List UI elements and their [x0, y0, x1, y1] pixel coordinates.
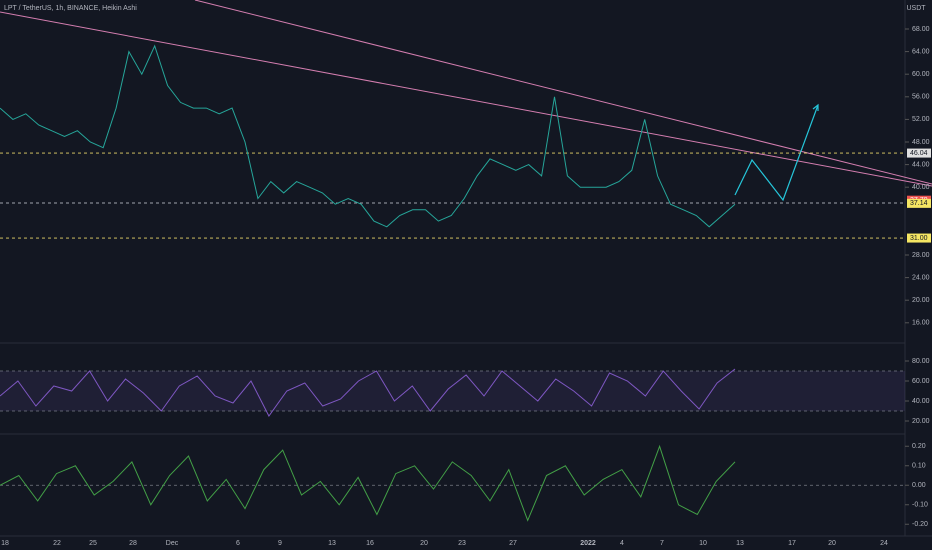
price-tag-label: 46.04: [910, 150, 928, 157]
x-tick-label: 9: [278, 540, 282, 547]
x-tick-label: Dec: [166, 540, 179, 547]
y-tick-label: 56.00: [912, 94, 930, 101]
projection: [734, 104, 819, 202]
y-tick-label: 68.00: [912, 26, 930, 33]
y-tick-label: 60.00: [912, 378, 930, 385]
series-line: [0, 368, 736, 417]
y-tick-label: -0.20: [912, 521, 928, 528]
x-tick-label: 20: [420, 540, 428, 547]
y-tick-label: 16.00: [912, 320, 930, 327]
x-tick-label: 6: [236, 540, 240, 547]
y-tick-label: 48.00: [912, 139, 930, 146]
x-tick-label: 18: [1, 540, 9, 547]
price-tag-label: 31.00: [910, 235, 928, 242]
y-tick-label: 80.00: [912, 358, 930, 365]
y-tick-label: 40.00: [912, 184, 930, 191]
x-tick-label: 24: [880, 540, 888, 547]
projection-arrow: [812, 103, 819, 111]
price-tag-label: 37.14: [910, 200, 928, 207]
currency: USDT: [906, 5, 926, 12]
y-tick-label: -0.10: [912, 502, 928, 509]
x-tick-label: 2022: [580, 540, 596, 547]
x-tick-label: 23: [458, 540, 466, 547]
price-tag: [907, 148, 931, 158]
y-tick-label: 40.00: [912, 398, 930, 405]
series-line: [0, 44, 736, 228]
x-tick-label: 10: [699, 540, 707, 547]
y-tick-label: 0.20: [912, 443, 926, 450]
rsi-band: [0, 371, 905, 411]
series-line: [0, 444, 736, 522]
y-tick-label: 44.00: [912, 161, 930, 168]
x-tick-label: 16: [366, 540, 374, 547]
trendline: [194, 0, 932, 185]
x-tick-label: 22: [53, 540, 61, 547]
y-tick-label: 0.10: [912, 463, 926, 470]
y-tick-label: 28.00: [912, 252, 930, 259]
x-tick-label: 25: [89, 540, 97, 547]
y-tick-label: 64.00: [912, 48, 930, 55]
y-tick-label: 20.00: [912, 418, 930, 425]
y-tick-label: 0.00: [912, 482, 926, 489]
x-tick-label: 13: [736, 540, 744, 547]
y-tick-label: 20.00: [912, 297, 930, 304]
price-tag: [907, 198, 931, 208]
x-tick-label: 4: [620, 540, 624, 547]
x-tick-label: 20: [828, 540, 836, 547]
trendline: [0, 11, 932, 187]
x-tick-label: 7: [660, 540, 664, 547]
y-tick-label: 60.00: [912, 71, 930, 78]
y-tick-label: 24.00: [912, 274, 930, 281]
x-tick-label: 27: [509, 540, 517, 547]
title: LPT / TetherUS, 1h, BINANCE, Heikin Ashi: [4, 5, 137, 12]
x-tick-label: 13: [328, 540, 336, 547]
x-tick-label: 28: [129, 540, 137, 547]
x-tick-label: 17: [788, 540, 796, 547]
price-tag: [907, 233, 931, 243]
y-tick-label: 52.00: [912, 116, 930, 123]
